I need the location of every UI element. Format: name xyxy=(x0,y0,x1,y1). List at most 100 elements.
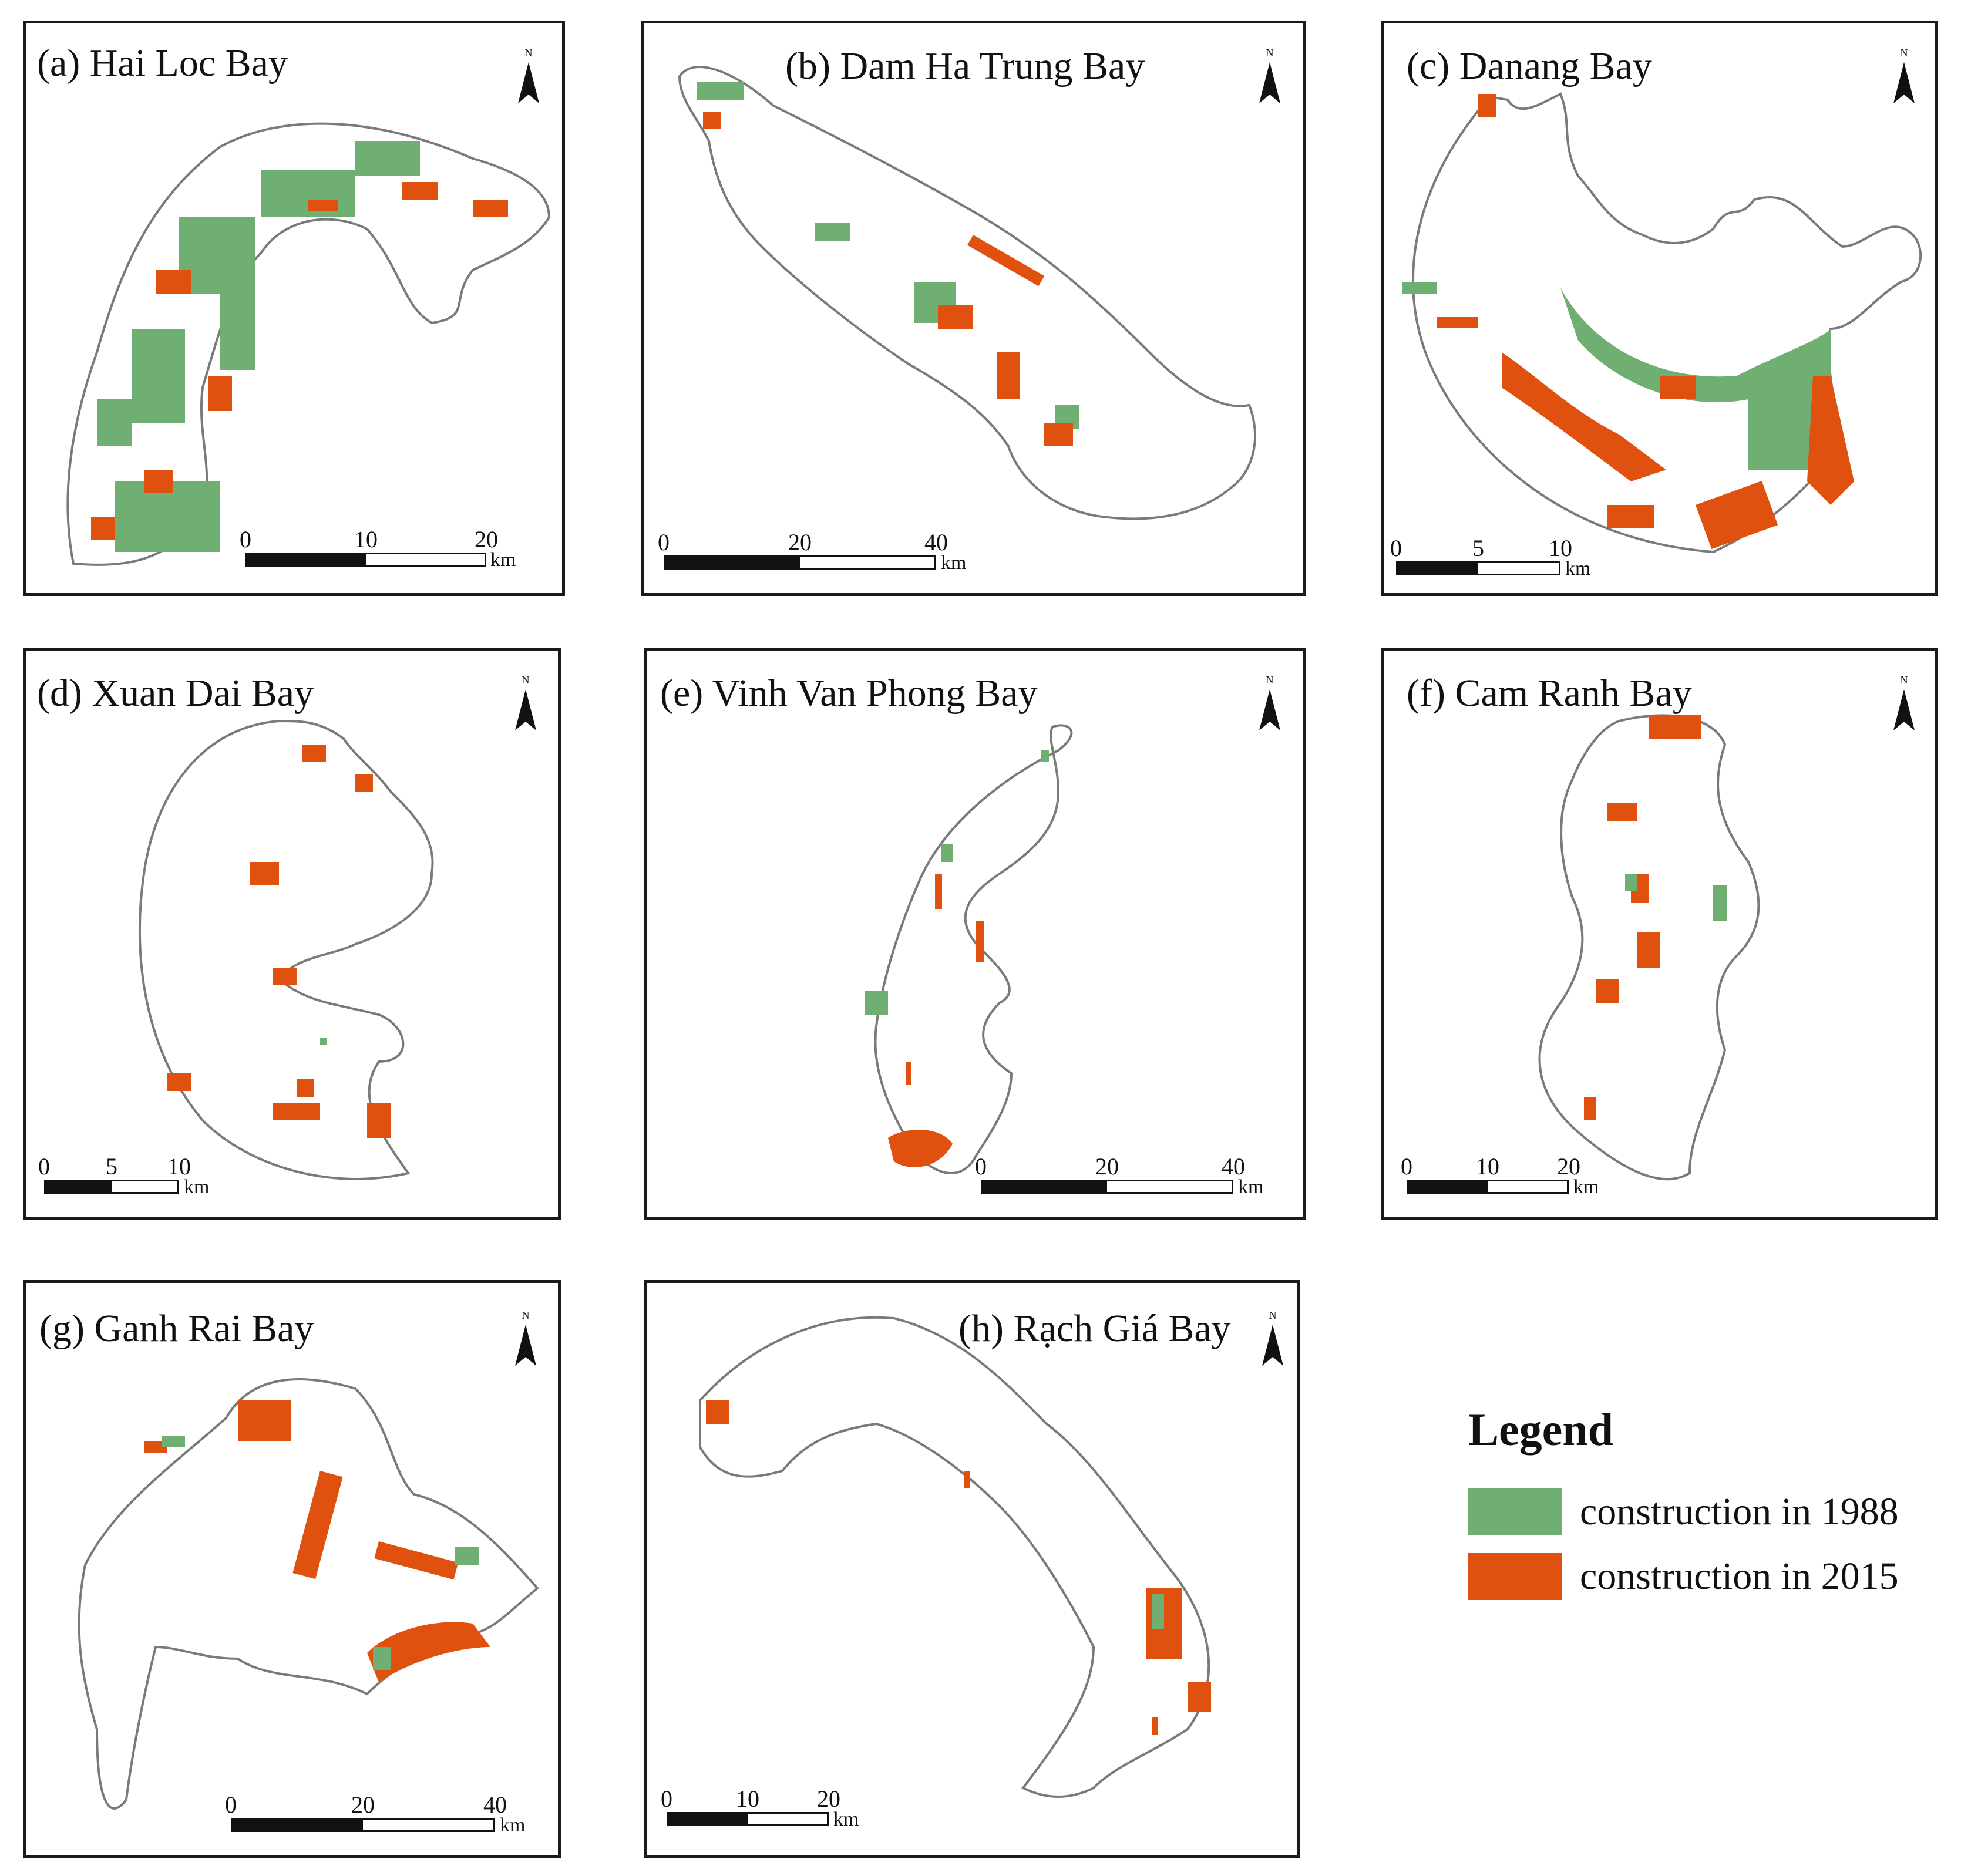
scale-unit: km xyxy=(941,552,967,574)
bay-map-rach-gia xyxy=(699,1316,1211,1798)
construction-1988-patches xyxy=(697,82,1079,429)
north-label: N xyxy=(1900,674,1908,686)
scale-unit: km xyxy=(1573,1176,1599,1198)
construction-1988-patches xyxy=(1152,1594,1164,1629)
legend-label: construction in 1988 xyxy=(1580,1490,1899,1533)
map-panel-rach-gia-bay: (h) Rạch Giá Bay N 0 10 20 km xyxy=(644,1280,1300,1858)
scale-tick-label: 20 xyxy=(1557,1153,1580,1180)
north-label: N xyxy=(522,1309,530,1321)
panel-title: (d) Xuan Dai Bay xyxy=(37,672,314,715)
scale-bar: 0 5 10 km xyxy=(1390,534,1638,587)
north-arrow: N xyxy=(1255,674,1284,739)
study-area-outline xyxy=(1412,92,1922,554)
scale-unit: km xyxy=(1565,558,1591,580)
north-arrow-icon xyxy=(515,689,536,730)
panel-title: (e) Vinh Van Phong Bay xyxy=(660,672,1038,715)
bay-map-danang xyxy=(1402,92,1922,554)
legend-title: Legend xyxy=(1468,1404,1614,1455)
bay-map-ganh-rai xyxy=(78,1378,539,1810)
scale-tick-label: 0 xyxy=(658,529,670,555)
construction-2015-patches xyxy=(703,112,1073,446)
scale-tick-label: 40 xyxy=(483,1791,507,1818)
scale-tick-label: 0 xyxy=(1401,1153,1412,1180)
scale-unit: km xyxy=(490,549,516,571)
map-panel-cam-ranh-bay: (f) Cam Ranh Bay N 0 10 20 km xyxy=(1381,648,1938,1220)
panel-title: (a) Hai Loc Bay xyxy=(37,42,288,85)
scale-tick-label: 20 xyxy=(351,1791,375,1818)
scale-bar: 0 10 20 km xyxy=(661,1785,920,1838)
north-label: N xyxy=(1269,1309,1277,1321)
scale-tick-label: 20 xyxy=(1095,1153,1119,1180)
bay-map-dam-ha-trung xyxy=(678,66,1256,520)
north-label: N xyxy=(522,674,530,686)
construction-2015-patches xyxy=(167,745,391,1138)
panel-title: (g) Ganh Rai Bay xyxy=(39,1307,314,1350)
scale-tick-label: 0 xyxy=(1390,535,1402,561)
north-arrow-icon xyxy=(1259,689,1280,730)
construction-1988-patches xyxy=(320,1038,327,1045)
scale-unit: km xyxy=(184,1176,210,1198)
construction-2015-patches xyxy=(144,1400,490,1682)
north-label: N xyxy=(524,47,533,59)
scale-bar: 0 20 40 km xyxy=(975,1153,1299,1205)
scale-bar: 0 5 10 km xyxy=(33,1153,268,1205)
scale-tick-label: 20 xyxy=(475,526,498,553)
north-arrow: N xyxy=(511,1309,540,1374)
scale-tick-label: 10 xyxy=(1549,535,1572,561)
panel-title: (b) Dam Ha Trung Bay xyxy=(785,45,1145,87)
north-arrow: N xyxy=(1255,47,1284,112)
construction-1988-patches xyxy=(97,141,420,552)
study-area-outline xyxy=(678,66,1256,520)
bay-map-cam-ranh xyxy=(1538,714,1760,1181)
scale-tick-label: 10 xyxy=(1476,1153,1499,1180)
panel-title: (c) Danang Bay xyxy=(1407,45,1652,87)
map-panel-danang-bay: (c) Danang Bay N 0 5 10 km xyxy=(1381,21,1938,596)
north-arrow-icon xyxy=(1893,62,1915,103)
scale-tick-label: 5 xyxy=(106,1153,117,1180)
scale-tick-label: 0 xyxy=(38,1153,50,1180)
legend-item-2015: construction in 2015 xyxy=(1468,1553,1899,1600)
map-panel-hai-loc-bay: (a) Hai Loc Bay N 0 10 20 km xyxy=(23,21,565,596)
scale-tick-label: 0 xyxy=(225,1791,237,1818)
study-area-outline xyxy=(1538,714,1760,1181)
legend-label: construction in 2015 xyxy=(1580,1555,1899,1598)
construction-2015-patches xyxy=(1437,94,1854,550)
north-arrow-icon xyxy=(1259,62,1280,103)
bay-map-hai-loc xyxy=(66,122,551,566)
legend-swatch-1988 xyxy=(1468,1488,1562,1535)
legend-item-1988: construction in 1988 xyxy=(1468,1488,1899,1535)
map-panel-vinh-van-phong-bay: (e) Vinh Van Phong Bay N 0 20 40 km xyxy=(644,648,1306,1220)
panel-title: (f) Cam Ranh Bay xyxy=(1407,672,1692,715)
scale-bar: 0 10 20 km xyxy=(240,526,546,578)
scale-tick-label: 0 xyxy=(240,526,251,553)
north-arrow: N xyxy=(1258,1309,1287,1374)
north-arrow-icon xyxy=(1262,1325,1283,1366)
scale-tick-label: 20 xyxy=(788,529,812,555)
construction-2015-patches xyxy=(706,1400,1211,1735)
map-panel-ganh-rai-bay: (g) Ganh Rai Bay N 0 20 40 km xyxy=(23,1280,561,1858)
study-area-outline xyxy=(139,719,434,1180)
map-panel-dam-ha-trung-bay: (b) Dam Ha Trung Bay N 0 20 40 km xyxy=(641,21,1306,596)
scale-bar: 0 10 20 km xyxy=(1401,1153,1672,1205)
construction-2015-patches xyxy=(1584,715,1701,1120)
scale-tick-label: 20 xyxy=(817,1786,840,1812)
north-label: N xyxy=(1266,47,1274,59)
study-area-outline xyxy=(699,1316,1210,1798)
scale-tick-label: 0 xyxy=(661,1786,672,1812)
north-arrow-icon xyxy=(515,1325,536,1366)
legend-swatch-2015 xyxy=(1468,1553,1562,1600)
north-arrow: N xyxy=(1889,47,1919,112)
north-arrow: N xyxy=(514,47,543,112)
scale-tick-label: 10 xyxy=(354,526,378,553)
bay-map-xuan-dai xyxy=(139,719,434,1180)
north-arrow: N xyxy=(1889,674,1919,739)
construction-1988-patches xyxy=(1625,874,1727,921)
scale-tick-label: 5 xyxy=(1472,535,1484,561)
north-arrow-icon xyxy=(518,62,539,103)
scale-tick-label: 10 xyxy=(736,1786,759,1812)
construction-2015-patches xyxy=(91,182,508,540)
scale-bar: 0 20 40 km xyxy=(225,1791,555,1844)
panel-title: (h) Rạch Giá Bay xyxy=(958,1307,1231,1350)
north-arrow: N xyxy=(511,674,540,739)
map-panel-xuan-dai-bay: (d) Xuan Dai Bay N 0 5 10 km xyxy=(23,648,561,1220)
